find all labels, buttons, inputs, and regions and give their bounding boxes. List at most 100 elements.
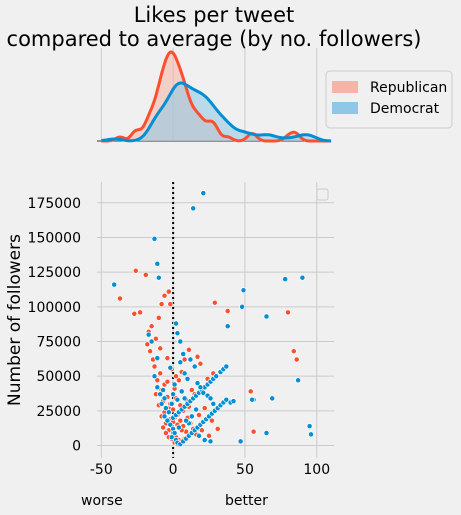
point-democrat	[181, 395, 188, 402]
point-republican	[152, 335, 159, 342]
point-republican	[131, 310, 138, 317]
point-republican	[208, 417, 215, 424]
point-democrat	[200, 190, 207, 197]
legend: Republican Democrat	[325, 70, 453, 129]
point-democrat	[263, 430, 270, 436]
point-democrat	[154, 260, 161, 267]
point-republican	[175, 377, 182, 384]
point-republican	[151, 363, 158, 370]
point-republican	[185, 346, 192, 353]
density-lines	[101, 50, 332, 143]
point-democrat	[154, 384, 161, 391]
density-panel	[97, 48, 332, 143]
point-democrat	[295, 377, 302, 384]
point-democrat	[191, 363, 198, 370]
point-democrat	[207, 395, 214, 402]
point-republican	[132, 267, 139, 274]
point-democrat	[282, 276, 289, 283]
point-democrat	[171, 381, 178, 388]
point-democrat	[190, 205, 197, 212]
point-democrat	[148, 338, 155, 345]
point-democrat	[263, 313, 270, 320]
legend-swatch-democrat	[332, 102, 358, 114]
point-democrat	[194, 380, 201, 387]
point-republican	[161, 292, 168, 299]
point-democrat	[173, 320, 179, 327]
point-republican	[250, 428, 257, 435]
point-democrat	[223, 396, 230, 403]
point-republican	[167, 301, 174, 308]
point-democrat	[187, 356, 194, 363]
point-democrat	[157, 391, 164, 398]
density-line-democrat	[101, 81, 332, 143]
annotation-better: better	[225, 493, 268, 509]
point-republican	[142, 271, 149, 278]
point-republican	[197, 360, 204, 367]
point-democrat	[174, 330, 181, 337]
y-tick-labels: 0 25000 50000 75000 100000 125000 150000 175000	[28, 196, 81, 455]
point-democrat	[177, 359, 184, 366]
point-republican	[201, 405, 208, 412]
annotation-worse: worse	[81, 493, 123, 509]
point-democrat	[161, 395, 168, 402]
point-democrat	[145, 331, 152, 338]
point-democrat	[188, 413, 195, 420]
density-area-democrat	[101, 83, 332, 141]
point-democrat	[168, 434, 175, 441]
point-democrat	[177, 338, 184, 345]
scatter-points	[111, 190, 314, 448]
point-democrat	[162, 405, 169, 412]
point-republican	[247, 388, 254, 395]
point-democrat	[237, 438, 244, 445]
point-democrat	[165, 409, 172, 416]
y-tick-label: 0	[72, 439, 81, 455]
point-democrat	[308, 431, 314, 438]
point-republican	[285, 309, 291, 316]
point-democrat	[201, 437, 208, 443]
point-democrat	[151, 373, 158, 380]
y-tick-label: 150000	[28, 230, 81, 246]
x-tick-label: 50	[236, 462, 254, 478]
point-democrat	[167, 364, 174, 371]
point-democrat	[167, 421, 174, 428]
point-democrat	[160, 387, 167, 393]
empty-legend-box	[316, 188, 329, 201]
y-tick-label: 75000	[36, 334, 81, 350]
point-republican	[137, 309, 144, 316]
point-democrat	[158, 400, 165, 407]
point-republican	[181, 356, 188, 363]
point-democrat	[197, 384, 204, 391]
point-democrat	[200, 389, 207, 396]
point-democrat	[299, 274, 306, 281]
point-republican	[147, 348, 154, 355]
y-tick-label: 25000	[36, 404, 81, 420]
legend-swatch-republican	[332, 81, 358, 93]
point-republican	[196, 412, 202, 418]
point-democrat	[306, 423, 313, 430]
point-democrat	[180, 351, 187, 357]
point-democrat	[154, 355, 161, 362]
y-tick-label: 50000	[36, 369, 81, 385]
point-republican	[177, 417, 184, 424]
point-republican	[158, 301, 165, 308]
density-fills	[101, 52, 332, 141]
x-tick-label: -50	[90, 462, 113, 478]
point-democrat	[178, 388, 185, 395]
point-republican	[211, 299, 218, 306]
point-democrat	[155, 274, 162, 281]
legend-label-republican: Republican	[370, 80, 447, 96]
y-tick-label: 125000	[28, 265, 81, 281]
point-democrat	[224, 323, 231, 330]
legend-label-democrat: Democrat	[370, 101, 440, 117]
point-democrat	[193, 406, 200, 413]
point-republican	[198, 427, 205, 434]
y-axis-label: Number of followers	[5, 234, 25, 406]
point-democrat	[230, 398, 237, 405]
y-tick-label: 100000	[28, 300, 81, 316]
point-republican	[154, 377, 161, 384]
point-democrat	[111, 281, 118, 288]
x-tick-labels: -50 0 50 100	[90, 462, 330, 478]
point-democrat	[184, 375, 191, 382]
point-democrat	[170, 391, 177, 398]
